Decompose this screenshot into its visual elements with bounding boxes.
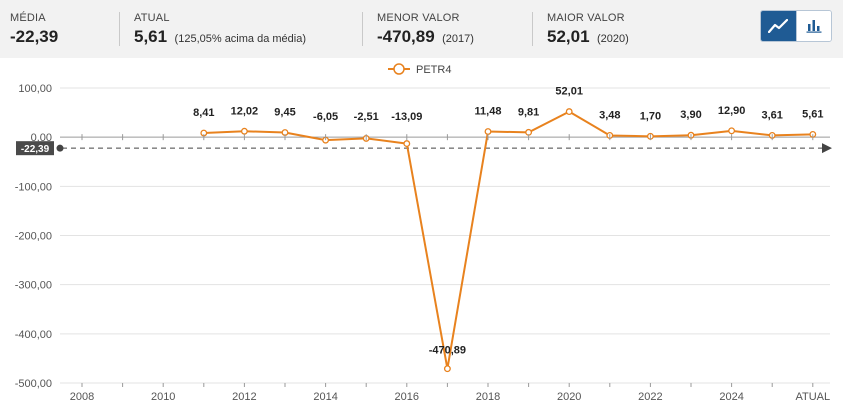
- average-dot: [56, 144, 64, 152]
- data-label: 8,41: [193, 107, 214, 119]
- chart-type-toggle: [760, 10, 832, 42]
- x-tick-label: 2018: [476, 391, 500, 403]
- average-arrow-icon: [822, 143, 832, 154]
- data-point[interactable]: [240, 127, 248, 135]
- stat-atual-label: ATUAL: [134, 12, 170, 24]
- x-tick-label: 2020: [557, 391, 581, 403]
- stat-divider: [119, 12, 120, 46]
- stat-media: MÉDIA -22,39: [10, 12, 58, 47]
- y-tick-label: 0,00: [31, 132, 52, 144]
- legend-marker: [393, 63, 405, 75]
- bar-chart-icon: [806, 20, 822, 33]
- axes: 100,00 0,00 -100,00 -200,00 -300,00 -400,00 -5…: [15, 83, 830, 403]
- x-tick-label: 2012: [232, 391, 256, 403]
- stat-menor-note: (2017): [442, 33, 474, 45]
- line-chart-button[interactable]: [761, 11, 796, 41]
- data-label: 52,01: [555, 86, 583, 98]
- stat-media-value: -22,39: [10, 27, 59, 46]
- legend[interactable]: PETR4: [388, 63, 451, 76]
- series-line: [203, 110, 813, 370]
- x-tick-label: 2022: [638, 391, 662, 403]
- data-label: 9,81: [518, 106, 539, 118]
- stat-maior-value: 52,01: [547, 27, 590, 46]
- data-point[interactable]: [728, 127, 736, 135]
- average-label: -22,39: [21, 144, 50, 155]
- data-label: -470,89: [429, 345, 466, 357]
- data-point[interactable]: [443, 365, 451, 373]
- data-label: 3,61: [761, 109, 782, 121]
- grid: [60, 87, 830, 384]
- data-point[interactable]: [403, 140, 411, 148]
- x-tick-label: 2024: [719, 391, 743, 403]
- y-tick-label: -300,00: [15, 280, 52, 292]
- x-tick-label: 2016: [395, 391, 419, 403]
- line-chart: -22,39 8,41 12,02 9,45 -6,05 -2,51 -13,09 -470…: [15, 63, 832, 403]
- stat-menor: MENOR VALOR -470,89 (2017): [377, 12, 474, 47]
- average-badge: [16, 141, 54, 156]
- data-labels: 8,41 12,02 9,45 -6,05 -2,51 -13,09 -470,89 11,4…: [193, 86, 823, 357]
- stat-atual-note: (125,05% acima da média): [174, 33, 307, 45]
- data-point[interactable]: [565, 108, 573, 116]
- stat-maior: MAIOR VALOR 52,01 (2020): [547, 12, 629, 47]
- stat-media-label: MÉDIA: [10, 12, 46, 24]
- y-tick-label: -100,00: [15, 181, 52, 193]
- x-tick-label: 2010: [151, 391, 175, 403]
- data-label: -6,05: [313, 111, 338, 123]
- data-label: 12,02: [231, 105, 259, 117]
- data-label: 12,90: [718, 105, 746, 117]
- stat-divider: [362, 12, 363, 46]
- stats-bar: MÉDIA -22,39 ATUAL 5,61 (125,05% acima d…: [0, 0, 843, 58]
- data-label: 9,45: [274, 107, 295, 119]
- stat-menor-value: -470,89: [377, 27, 435, 46]
- data-label: 3,90: [680, 109, 701, 121]
- data-label: -2,51: [354, 111, 379, 123]
- data-label: 5,61: [802, 108, 823, 120]
- y-tick-label: -200,00: [15, 231, 52, 243]
- bar-chart-button[interactable]: [795, 11, 831, 41]
- y-tick-label: 100,00: [18, 83, 52, 95]
- stat-maior-label: MAIOR VALOR: [547, 12, 625, 24]
- data-label: 3,48: [599, 109, 620, 121]
- legend-label[interactable]: PETR4: [416, 64, 451, 76]
- data-label: 11,48: [475, 106, 502, 118]
- y-tick-label: -500,00: [15, 378, 52, 390]
- x-tick-label: 2014: [313, 391, 337, 403]
- y-tick-label: -400,00: [15, 329, 52, 341]
- stat-maior-note: (2020): [597, 33, 629, 45]
- stat-atual-value: 5,61: [134, 27, 168, 46]
- stat-divider: [532, 12, 533, 46]
- stat-atual: ATUAL 5,61 (125,05% acima da média): [134, 12, 306, 47]
- x-tick-label: 2008: [70, 391, 94, 403]
- stat-menor-label: MENOR VALOR: [377, 12, 460, 24]
- data-point[interactable]: [484, 128, 492, 135]
- data-label: -13,09: [391, 111, 422, 123]
- average-line-group: -22,39: [16, 141, 832, 156]
- x-tick-label: ATUAL: [795, 391, 830, 403]
- line-chart-icon: [768, 19, 789, 33]
- data-label: 1,70: [640, 110, 661, 122]
